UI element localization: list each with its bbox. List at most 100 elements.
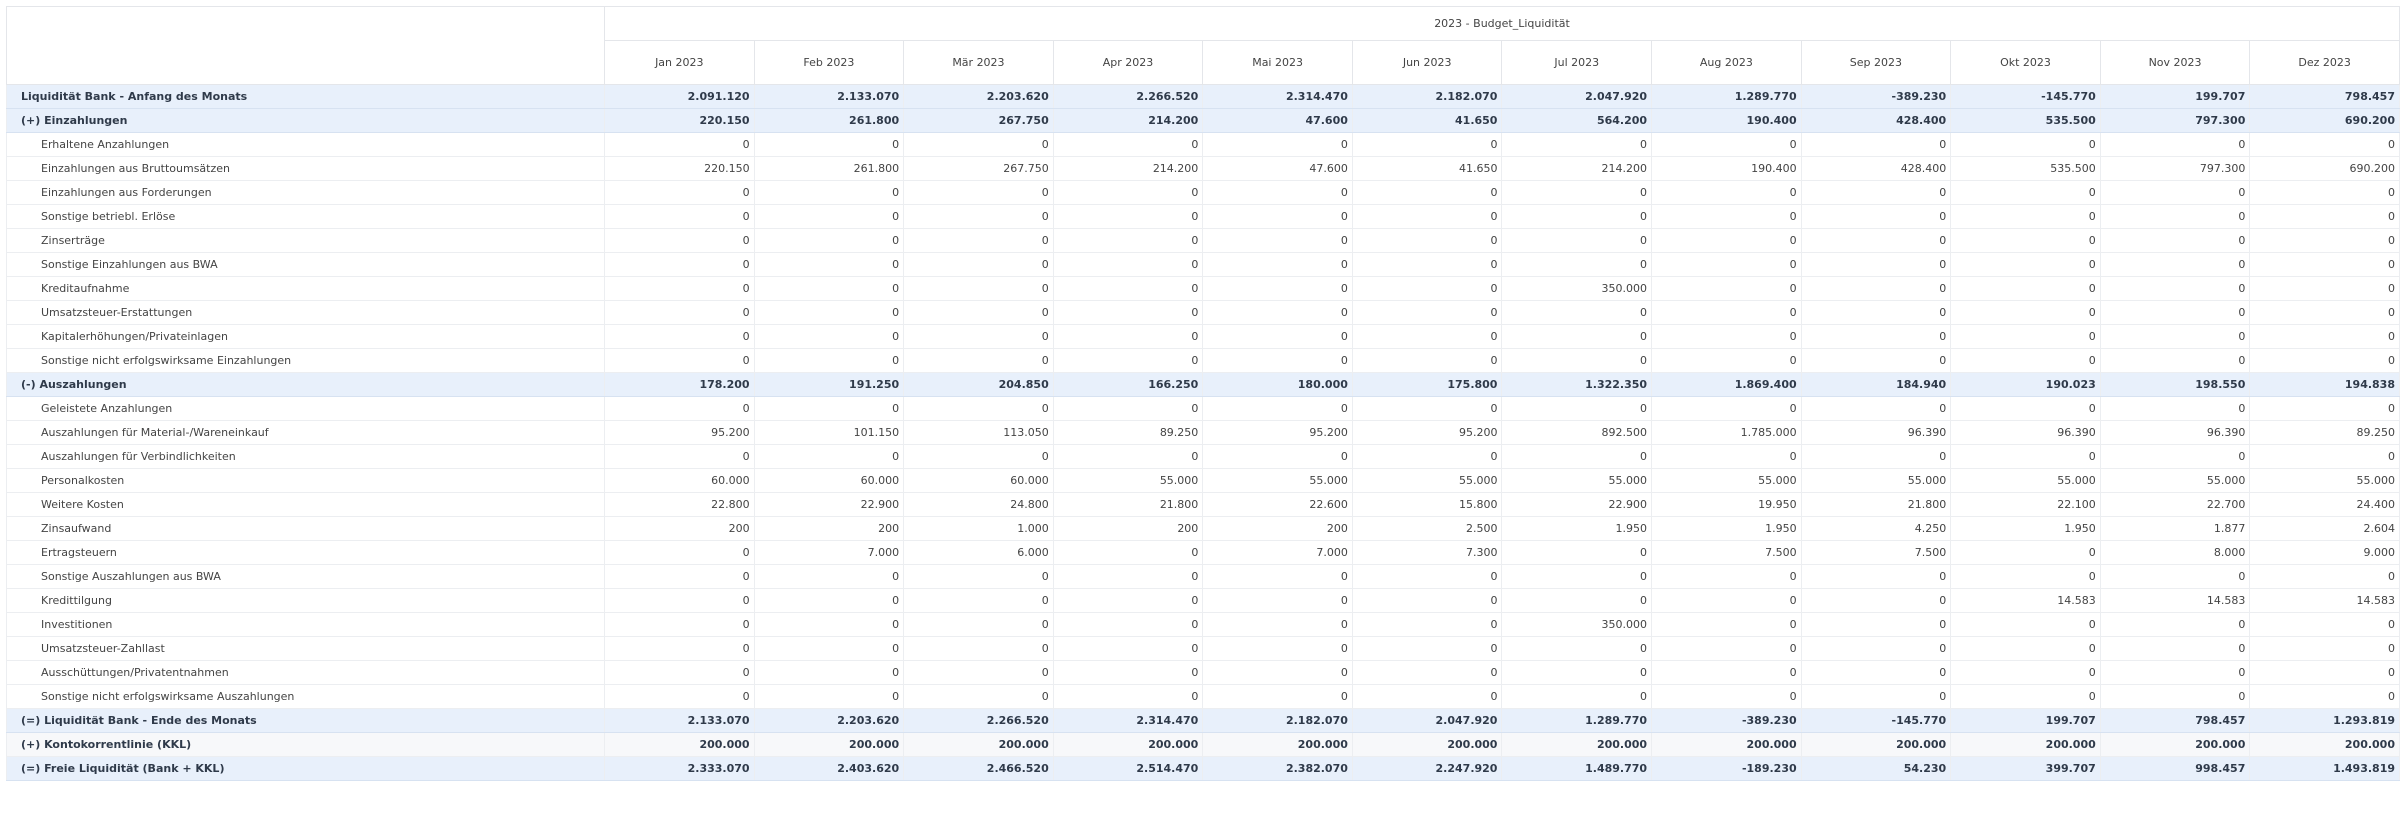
value-cell[interactable]: 0	[754, 276, 905, 301]
value-cell[interactable]: 55.000	[1501, 468, 1653, 493]
detail-row[interactable]: Personalkosten 60.000 60.000 60.000 55.000 55…	[6, 468, 2400, 493]
value-cell[interactable]: 9.000	[2249, 540, 2400, 565]
value-cell[interactable]: 0	[2100, 276, 2251, 301]
value-cell[interactable]: 89.250	[1053, 420, 1204, 445]
value-cell[interactable]: 0	[1053, 396, 1204, 421]
value-cell[interactable]: 535.500	[1950, 156, 2101, 181]
value-cell[interactable]: 0	[1801, 204, 1952, 229]
value-cell[interactable]: 14.583	[2100, 588, 2251, 613]
value-cell[interactable]: 0	[1053, 276, 1204, 301]
detail-row[interactable]: Sonstige nicht erfolgswirksame Einzahlun…	[6, 348, 2400, 373]
value-cell[interactable]: 0	[2249, 180, 2400, 205]
value-cell[interactable]: 0	[1352, 228, 1503, 253]
value-cell[interactable]: 1.950	[1651, 516, 1802, 541]
detail-row[interactable]: Zinsaufwand 200 200 1.000 200 200 2.500 1.950 1.…	[6, 516, 2400, 541]
value-cell[interactable]: 0	[2249, 300, 2400, 325]
value-cell[interactable]: 0	[1352, 276, 1503, 301]
value-cell[interactable]: 2.314.470	[1202, 84, 1353, 109]
value-cell[interactable]: 428.400	[1801, 156, 1952, 181]
value-cell[interactable]: 200.000	[1501, 732, 1653, 757]
value-cell[interactable]: 60.000	[604, 468, 755, 493]
value-cell[interactable]: 0	[1202, 660, 1353, 685]
value-cell[interactable]: 0	[1352, 300, 1503, 325]
detail-row[interactable]: Einzahlungen aus Forderungen 0 0 0 0 0 0 0 0 0 0 0 0	[6, 180, 2400, 205]
value-cell[interactable]: 22.900	[754, 492, 905, 517]
value-cell[interactable]: 2.182.070	[1352, 84, 1503, 109]
value-cell[interactable]: 0	[2100, 252, 2251, 277]
value-cell[interactable]: 178.200	[604, 372, 755, 397]
value-cell[interactable]: 200.000	[1950, 732, 2101, 757]
value-cell[interactable]: 0	[1950, 444, 2101, 469]
value-cell[interactable]: 55.000	[1801, 468, 1952, 493]
value-cell[interactable]: 54.230	[1801, 756, 1952, 781]
value-cell[interactable]: 2.047.920	[1501, 84, 1653, 109]
value-cell[interactable]: 0	[754, 444, 905, 469]
value-cell[interactable]: 0	[1501, 180, 1653, 205]
value-cell[interactable]: 798.457	[2100, 708, 2251, 733]
value-cell[interactable]: 14.583	[2249, 588, 2400, 613]
value-cell[interactable]: 0	[604, 660, 755, 685]
value-cell[interactable]: 191.250	[754, 372, 905, 397]
value-cell[interactable]: 399.707	[1950, 756, 2101, 781]
value-cell[interactable]: 2.133.070	[754, 84, 905, 109]
value-cell[interactable]: 7.000	[1202, 540, 1353, 565]
value-cell[interactable]: 0	[2249, 204, 2400, 229]
value-cell[interactable]: 113.050	[903, 420, 1054, 445]
value-cell[interactable]: 0	[1651, 204, 1802, 229]
value-cell[interactable]: 0	[1651, 324, 1802, 349]
value-cell[interactable]: 0	[604, 180, 755, 205]
value-cell[interactable]: 0	[2249, 636, 2400, 661]
value-cell[interactable]: 0	[1950, 564, 2101, 589]
value-cell[interactable]: 0	[1501, 252, 1653, 277]
value-cell[interactable]: 0	[2100, 228, 2251, 253]
value-cell[interactable]: 0	[1202, 324, 1353, 349]
column-header-month[interactable]: Dez 2023	[2249, 40, 2400, 85]
value-cell[interactable]: 0	[1801, 300, 1952, 325]
value-cell[interactable]: 0	[754, 324, 905, 349]
value-cell[interactable]: 0	[604, 276, 755, 301]
value-cell[interactable]: 0	[604, 564, 755, 589]
detail-row[interactable]: Sonstige Auszahlungen aus BWA 0 0 0 0 0 0 0 0 0 0 0…	[6, 564, 2400, 589]
value-cell[interactable]: 0	[1501, 540, 1653, 565]
value-cell[interactable]: 200.000	[1651, 732, 1802, 757]
value-cell[interactable]: 200.000	[754, 732, 905, 757]
value-cell[interactable]: 175.800	[1352, 372, 1503, 397]
value-cell[interactable]: 180.000	[1202, 372, 1353, 397]
summary-row[interactable]: (=) Freie Liquidität (Bank + KKL) 2.333.0…	[6, 756, 2400, 781]
value-cell[interactable]: 0	[2100, 636, 2251, 661]
value-cell[interactable]: 0	[604, 324, 755, 349]
value-cell[interactable]: 0	[1202, 132, 1353, 157]
value-cell[interactable]: 0	[1053, 204, 1204, 229]
value-cell[interactable]: 0	[1651, 396, 1802, 421]
value-cell[interactable]: 0	[754, 612, 905, 637]
value-cell[interactable]: 55.000	[1053, 468, 1204, 493]
value-cell[interactable]: 0	[1651, 564, 1802, 589]
value-cell[interactable]: 22.600	[1202, 492, 1353, 517]
value-cell[interactable]: 0	[1202, 684, 1353, 709]
value-cell[interactable]: 0	[604, 540, 755, 565]
value-cell[interactable]: 1.950	[1501, 516, 1653, 541]
value-cell[interactable]: 55.000	[1352, 468, 1503, 493]
value-cell[interactable]: 0	[2100, 684, 2251, 709]
value-cell[interactable]: 0	[2249, 564, 2400, 589]
value-cell[interactable]: 0	[1501, 132, 1653, 157]
value-cell[interactable]: 0	[1651, 348, 1802, 373]
value-cell[interactable]: 22.100	[1950, 492, 2101, 517]
value-cell[interactable]: 8.000	[2100, 540, 2251, 565]
value-cell[interactable]: -145.770	[1950, 84, 2101, 109]
value-cell[interactable]: 214.200	[1053, 156, 1204, 181]
value-cell[interactable]: 0	[754, 300, 905, 325]
value-cell[interactable]: 2.266.520	[1053, 84, 1204, 109]
value-cell[interactable]: 0	[1651, 444, 1802, 469]
value-cell[interactable]: 0	[903, 396, 1054, 421]
value-cell[interactable]: 0	[2100, 180, 2251, 205]
value-cell[interactable]: 22.800	[604, 492, 755, 517]
value-cell[interactable]: -389.230	[1801, 84, 1952, 109]
value-cell[interactable]: 1.293.819	[2249, 708, 2400, 733]
value-cell[interactable]: 0	[2249, 276, 2400, 301]
column-header-month[interactable]: Feb 2023	[754, 40, 905, 85]
value-cell[interactable]: 0	[604, 396, 755, 421]
detail-row[interactable]: Zinserträge 0 0 0 0 0 0 0 0 0 0 0 0	[6, 228, 2400, 253]
value-cell[interactable]: 0	[1950, 180, 2101, 205]
value-cell[interactable]: 0	[1053, 540, 1204, 565]
